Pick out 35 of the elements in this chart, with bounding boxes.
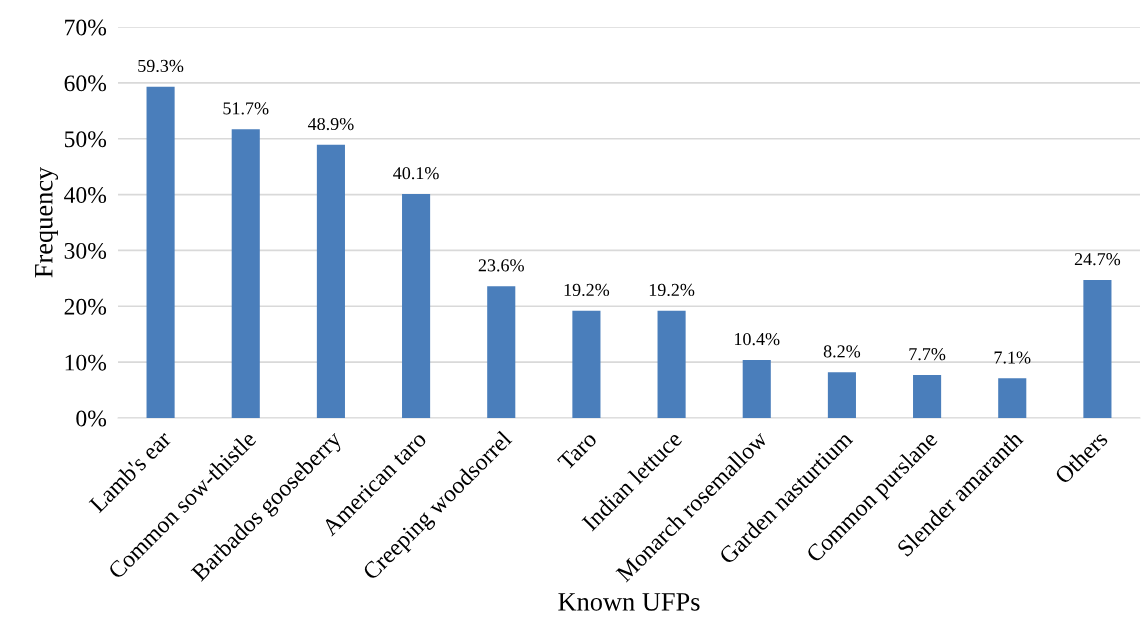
bar — [913, 374, 942, 418]
data-label: 19.2% — [564, 283, 610, 297]
data-label: 7.1% — [994, 351, 1031, 364]
bar — [827, 372, 856, 418]
y-tick-label: 20% — [64, 298, 107, 315]
bar — [316, 144, 345, 418]
data-label: 8.2% — [823, 345, 861, 358]
bar — [657, 310, 686, 418]
data-label: 24.7% — [1074, 253, 1121, 266]
data-label: 23.6% — [478, 259, 524, 272]
y-tick-label: 50% — [64, 131, 107, 148]
data-label: 59.3% — [138, 59, 184, 73]
bar — [1083, 280, 1112, 418]
y-tick-label: 60% — [64, 75, 107, 92]
y-tick-label: 70% — [65, 19, 107, 36]
y-tick-label: 10% — [65, 354, 107, 371]
bar — [572, 310, 601, 418]
bar — [146, 86, 175, 418]
y-tick-label: 30% — [64, 242, 107, 259]
data-label: 7.7% — [909, 348, 946, 361]
data-label: 51.7% — [223, 102, 269, 115]
x-tick-label: Taro — [557, 430, 598, 471]
y-tick-label: 40% — [64, 187, 107, 204]
data-label: 19.2% — [649, 283, 695, 297]
data-label: 10.4% — [735, 332, 780, 346]
bar — [402, 194, 431, 418]
bar — [487, 286, 516, 418]
data-label: 40.1% — [393, 167, 439, 180]
bar — [998, 378, 1027, 418]
bar — [742, 359, 771, 418]
data-label: 48.9% — [307, 117, 354, 131]
bar — [231, 129, 260, 418]
y-axis-title: Frequency — [35, 166, 59, 278]
y-tick-label: 0% — [76, 410, 107, 427]
x-axis-title: Known UFPs — [558, 593, 700, 611]
